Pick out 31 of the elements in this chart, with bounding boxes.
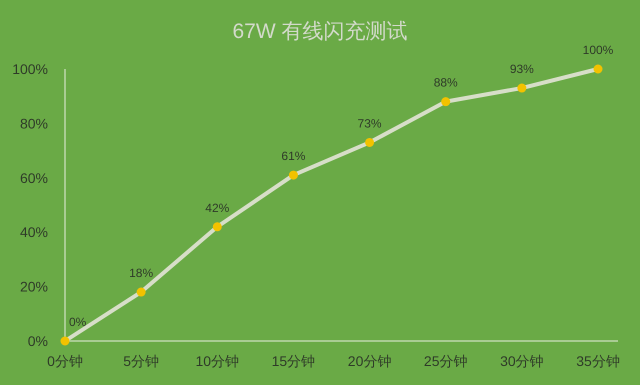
data-label: 73%	[358, 116, 382, 130]
data-label: 88%	[434, 76, 458, 90]
x-tick-label: 15分钟	[272, 353, 316, 369]
y-tick-label: 20%	[20, 278, 48, 295]
point	[365, 138, 374, 147]
x-tick-label: 10分钟	[195, 353, 240, 369]
data-label: 42%	[205, 200, 230, 215]
x-tick-label: 30分钟	[500, 353, 544, 369]
point	[441, 97, 450, 106]
y-tick-label: 40%	[20, 224, 48, 240]
point	[212, 222, 222, 232]
data-label: 18%	[129, 266, 154, 280]
x-tick-label: 35分钟	[576, 353, 620, 369]
data-label: 100%	[582, 43, 614, 57]
point	[136, 288, 146, 297]
chart-title: 67W 有线闪充测试	[232, 20, 408, 43]
data-label: 61%	[281, 149, 306, 164]
y-tick-label: 60%	[20, 170, 48, 186]
y-tick-label: 0%	[28, 333, 48, 349]
point	[288, 170, 298, 180]
data-label: 93%	[510, 62, 534, 76]
x-tick-label: 5分钟	[123, 353, 160, 369]
data-label: 0%	[69, 315, 87, 329]
point	[594, 64, 602, 74]
point	[517, 84, 526, 93]
y-tick-label: 100%	[12, 61, 48, 77]
point	[60, 336, 70, 346]
x-tick-label: 20分钟	[348, 353, 392, 369]
y-tick-label: 80%	[20, 115, 48, 132]
x-tick-label: 0分钟	[47, 353, 83, 369]
x-tick-label: 25分钟	[424, 353, 468, 369]
